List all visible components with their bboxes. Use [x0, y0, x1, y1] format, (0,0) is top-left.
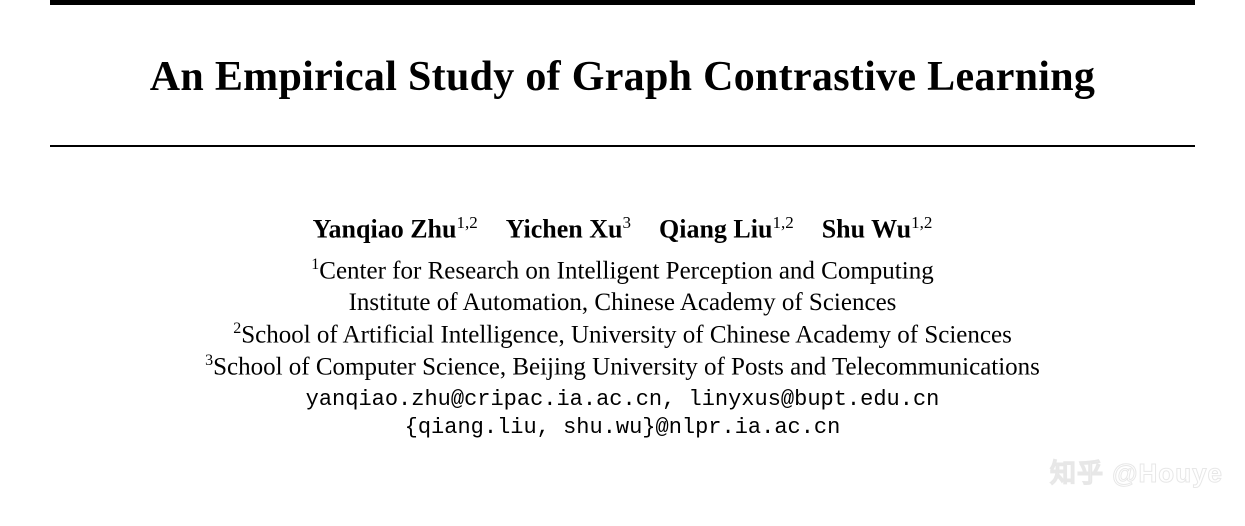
author-affil-mark: 1,2 — [456, 213, 477, 232]
paper-title: An Empirical Study of Graph Contrastive … — [50, 53, 1195, 101]
paper-header: An Empirical Study of Graph Contrastive … — [0, 0, 1245, 443]
affiliation-line: 2School of Artificial Intelligence, Univ… — [50, 319, 1195, 351]
email-line: {qiang.liu, shu.wu}@nlpr.ia.ac.cn — [50, 414, 1195, 443]
author-affil-mark: 3 — [623, 213, 632, 232]
watermark-text: 知乎 @Houye — [1050, 453, 1223, 490]
author-name: Yichen Xu — [506, 215, 623, 244]
affil-text: School of Computer Science, Beijing Univ… — [213, 354, 1040, 381]
author-name: Shu Wu — [822, 215, 911, 244]
affiliation-line: 1Center for Research on Intelligent Perc… — [50, 255, 1195, 287]
affiliation-block: 1Center for Research on Intelligent Perc… — [50, 255, 1195, 384]
affil-text: School of Artificial Intelligence, Unive… — [241, 321, 1012, 348]
email-block: yanqiao.zhu@cripac.ia.ac.cn, linyxus@bup… — [50, 386, 1195, 443]
affil-sup: 3 — [205, 352, 213, 369]
author-name: Yanqiao Zhu — [313, 215, 457, 244]
affiliation-line: 3School of Computer Science, Beijing Uni… — [50, 351, 1195, 383]
affil-sup: 2 — [233, 320, 241, 337]
top-horizontal-rule — [50, 0, 1195, 5]
affiliation-line: Institute of Automation, Chinese Academy… — [50, 287, 1195, 319]
author-affil-mark: 1,2 — [911, 213, 932, 232]
email-line: yanqiao.zhu@cripac.ia.ac.cn, linyxus@bup… — [50, 386, 1195, 415]
author-name: Qiang Liu — [659, 215, 772, 244]
author-list: Yanqiao Zhu1,2Yichen Xu3Qiang Liu1,2Shu … — [50, 213, 1195, 245]
bottom-horizontal-rule — [50, 145, 1195, 147]
affil-text: Center for Research on Intelligent Perce… — [319, 257, 933, 284]
author-affil-mark: 1,2 — [772, 213, 793, 232]
affil-text: Institute of Automation, Chinese Academy… — [349, 289, 897, 316]
